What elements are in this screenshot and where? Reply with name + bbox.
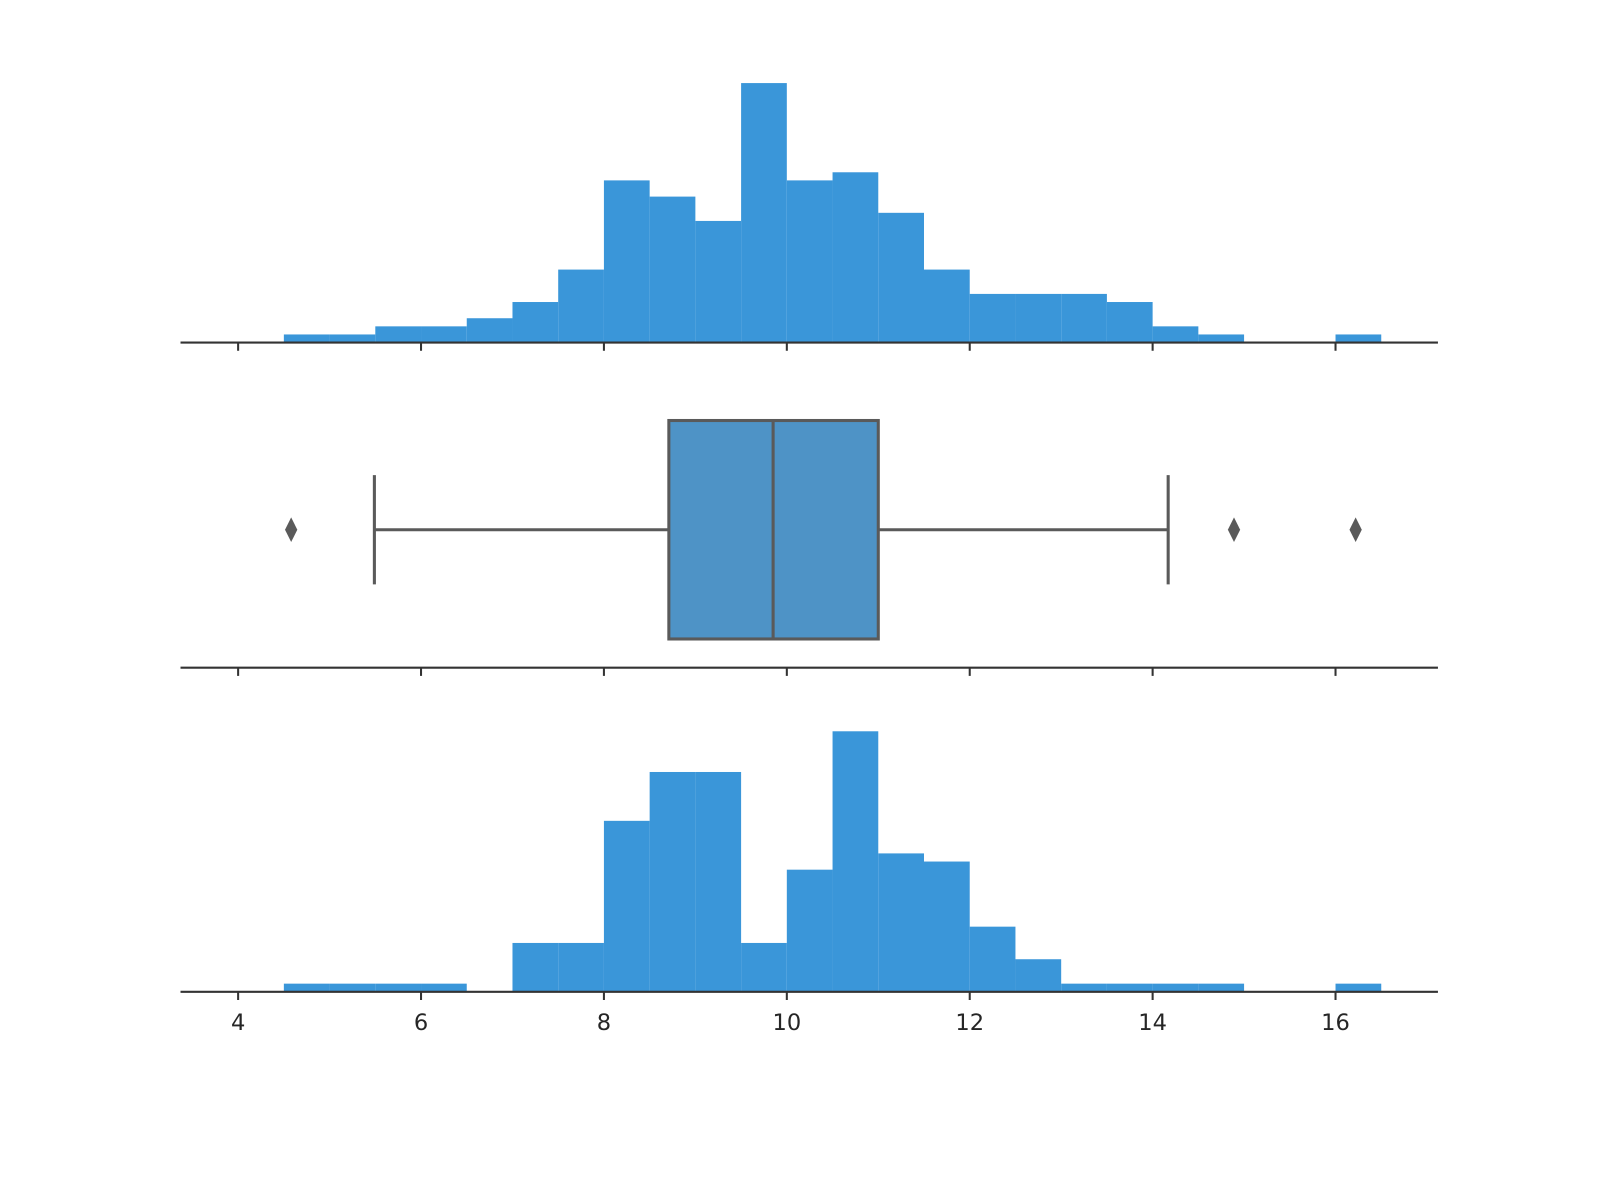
histogram-bar — [512, 302, 559, 343]
histogram-bar — [558, 942, 604, 992]
x-tick-label: 16 — [1321, 1010, 1350, 1036]
x-tick-label: 10 — [772, 1010, 801, 1036]
histogram-bar — [969, 926, 1016, 992]
outlier — [1227, 517, 1241, 543]
histogram-bar — [832, 172, 879, 343]
histogram-bar — [969, 293, 1016, 343]
histogram-bar — [375, 326, 422, 343]
histogram-bar — [786, 869, 833, 992]
histogram-bar — [1335, 334, 1382, 343]
x-tick-label: 6 — [414, 1010, 428, 1036]
histogram-bar — [466, 318, 513, 343]
outlier — [285, 517, 298, 543]
histogram-bar — [1106, 302, 1153, 343]
histogram-bar — [924, 861, 970, 992]
histogram-bar — [1198, 983, 1245, 992]
histogram-bar — [375, 983, 422, 992]
histogram-bar — [649, 771, 696, 992]
histogram-bar — [421, 326, 467, 343]
outlier — [1349, 517, 1362, 543]
histogram-bar — [1015, 959, 1062, 992]
histogram-bar — [329, 983, 376, 992]
x-tick-label: 4 — [231, 1010, 245, 1036]
x-tick-label: 14 — [1138, 1010, 1167, 1036]
histogram-bar — [878, 212, 925, 343]
histogram-bar — [1152, 326, 1199, 343]
histogram-bar — [1152, 983, 1199, 992]
histogram-bar — [1335, 983, 1382, 992]
x-tick-label: 8 — [597, 1010, 611, 1036]
histogram-bar — [283, 983, 330, 992]
histogram-bar — [1198, 334, 1245, 343]
histogram-bar — [1061, 293, 1107, 343]
histogram-bar — [603, 180, 650, 343]
histogram-bar — [695, 771, 742, 992]
histogram-bar — [741, 942, 787, 992]
histogram-bar — [421, 983, 467, 992]
histogram-bar — [1061, 983, 1107, 992]
histogram-bar — [603, 820, 650, 992]
histogram-bar — [695, 220, 742, 343]
histogram-bar — [283, 334, 330, 343]
histogram-bar — [512, 942, 559, 992]
histogram-bar — [741, 83, 787, 343]
histogram-bar — [329, 334, 376, 343]
histogram-bar — [1106, 983, 1153, 992]
histogram-bar — [786, 180, 833, 343]
histogram-bar — [1015, 293, 1062, 343]
histogram-bar — [558, 269, 604, 343]
x-tick-label: 12 — [955, 1010, 984, 1036]
histogram-bar — [924, 269, 970, 343]
histogram-bar — [832, 731, 879, 992]
histogram-bar — [649, 196, 696, 343]
histogram-bar — [878, 853, 925, 992]
